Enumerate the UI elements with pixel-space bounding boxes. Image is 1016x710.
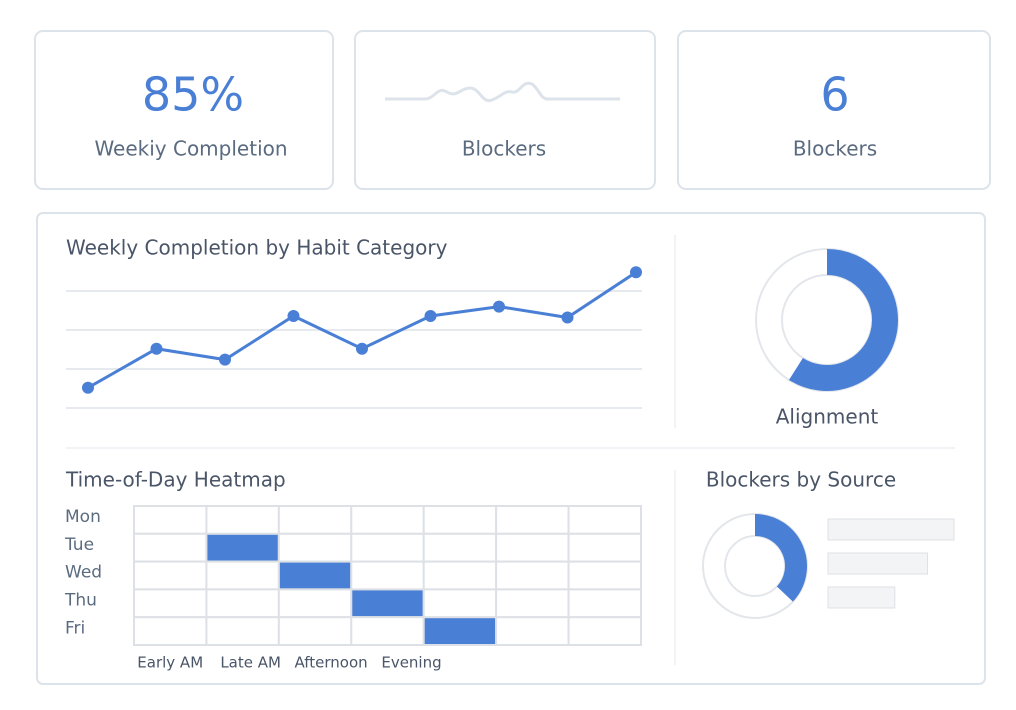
heat-cell (495, 560, 570, 591)
kpi-card (677, 30, 991, 190)
heat-cell (133, 560, 208, 591)
heat-cell (277, 505, 353, 535)
column-label: Late AM (220, 654, 281, 672)
donut-label: Alignment (776, 405, 879, 429)
heat-cell (495, 616, 570, 647)
heat-cell (495, 505, 570, 535)
heat-cell (350, 532, 425, 563)
point (287, 309, 300, 322)
heat-cell (567, 560, 642, 591)
heat-cell (133, 588, 208, 619)
heat-cell (133, 505, 208, 535)
chart-title: Time-of-Day Heatmap (65, 468, 286, 492)
heat-cell (422, 505, 498, 535)
kpi-card (354, 30, 656, 190)
sparkline (385, 81, 620, 103)
heat-cell (422, 532, 498, 563)
row-label: Wed (65, 563, 102, 583)
chart-title: Weekly Completion by Habit Category (66, 236, 448, 260)
heat-cell (350, 505, 425, 535)
donut-arc (788, 249, 898, 391)
bar (827, 552, 929, 575)
point (356, 342, 368, 355)
kpi-label: Blockers (462, 137, 546, 161)
heat-cell (567, 588, 642, 619)
heat-cell (277, 616, 353, 647)
point (630, 266, 642, 279)
heat-cell (567, 532, 642, 563)
heat-cell (205, 616, 280, 647)
kpi-card (34, 30, 334, 190)
heat-cell (205, 532, 280, 563)
heat-cell (277, 560, 353, 591)
point (424, 309, 437, 322)
column-label: Early AM (137, 654, 203, 672)
heat-cell (422, 560, 498, 591)
point (150, 342, 163, 355)
column-label: Evening (381, 654, 441, 672)
heat-cell (277, 532, 353, 563)
kpi-value: 6 (820, 68, 849, 122)
heat-cell (567, 505, 642, 535)
point (493, 300, 505, 313)
heat-cell (277, 588, 353, 619)
heat-cell (350, 616, 425, 647)
donut-arc (754, 514, 807, 602)
heat-cell (567, 616, 642, 647)
point (82, 381, 94, 394)
heat-cell (422, 588, 498, 619)
kpi-label: Weekiy Completion (94, 137, 287, 161)
heat-cell (133, 532, 208, 563)
kpi-label: Blockers (793, 137, 877, 161)
row-label: Thu (64, 591, 97, 611)
heat-cell (350, 560, 425, 591)
bar (827, 586, 896, 609)
column-label: Afternoon (295, 654, 368, 672)
row-label: Fri (65, 618, 85, 638)
heat-cell (205, 505, 280, 535)
row-label: Tue (64, 535, 94, 555)
heat-cell (205, 560, 280, 591)
heat-cell (495, 532, 570, 563)
kpi-value: 85% (142, 68, 244, 122)
heat-cell (350, 588, 425, 619)
chart-title: Blockers by Source (706, 468, 896, 492)
row-label: Mon (65, 507, 101, 527)
heat-cell (422, 616, 498, 647)
heat-cell (133, 616, 208, 647)
point (561, 311, 574, 324)
point (219, 353, 231, 366)
bar (827, 518, 955, 541)
heat-cell (205, 588, 280, 619)
heat-cell (495, 588, 570, 619)
